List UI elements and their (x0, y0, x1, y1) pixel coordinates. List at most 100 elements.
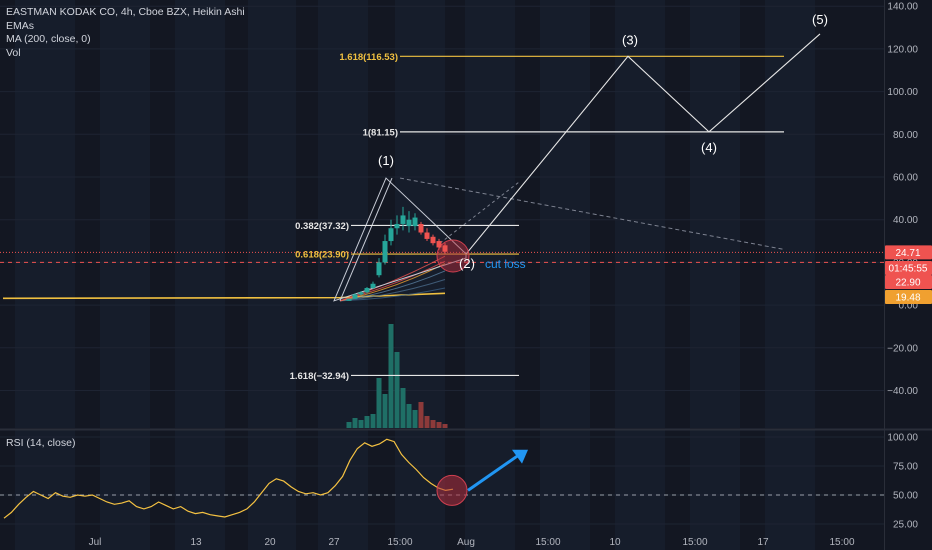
candle-layer (346, 206, 448, 301)
volume-bar (358, 420, 364, 428)
volume-bar (442, 424, 448, 428)
drawings-layer[interactable] (0, 33, 884, 377)
fib-level-label: 0.382(37.32) (295, 221, 349, 232)
price-tick-label: −40.00 (887, 386, 918, 397)
time-tick-label: 17 (757, 537, 769, 548)
price-tag-bg (885, 275, 932, 289)
session-band (765, 0, 815, 428)
volume-bar (376, 378, 382, 428)
time-tick-label: 13 (190, 537, 202, 548)
volume-bar (430, 420, 436, 428)
symbol-title[interactable]: EASTMAN KODAK CO, 4h, Cboe BZX, Heikin A… (6, 6, 245, 18)
rsi-tick-label: 100.00 (887, 433, 918, 444)
time-tick-label: 27 (328, 537, 340, 548)
time-tick-label: Jul (89, 537, 102, 548)
session-band (248, 0, 296, 428)
time-tick-label: 15:00 (387, 537, 412, 548)
candle-body (352, 294, 358, 299)
volume-bar (400, 388, 406, 428)
session-band (615, 0, 665, 428)
session-band (540, 0, 590, 428)
session-band (248, 430, 296, 550)
fib-level-label: 1(81.15) (363, 127, 398, 138)
fib-level-label: 0.618(23.90) (295, 250, 349, 261)
session-band (100, 0, 150, 428)
volume-bar (424, 416, 430, 428)
rsi-arrow-shaft (467, 454, 519, 492)
rsi-title[interactable]: RSI (14, close) (6, 437, 76, 449)
volume-bar (418, 402, 424, 428)
indicator-ma200[interactable]: MA (200, close, 0) (6, 33, 91, 45)
session-band (318, 0, 368, 428)
candle-body (430, 236, 436, 244)
fib-level-label: 1.618(116.53) (339, 52, 398, 63)
time-tick-label: 15:00 (829, 537, 854, 548)
session-band (175, 0, 225, 428)
candle-body (370, 283, 376, 289)
volume-bar (364, 416, 370, 428)
ema-line (339, 270, 446, 302)
price-tick-label: 80.00 (893, 130, 918, 141)
candle-body (424, 232, 430, 239)
rsi-tick-label: 25.00 (893, 520, 918, 531)
candle-body (436, 241, 442, 248)
rsi-arrow-head (512, 449, 528, 464)
ema-line (339, 260, 446, 302)
ema-line (339, 287, 446, 302)
session-band (615, 430, 665, 550)
label-layer: 1.618(116.53) 1(81.15) 0.382(37.32) 0.618(2… (290, 12, 828, 382)
indicator-emas[interactable]: EMAs (6, 19, 35, 32)
ema-line (339, 279, 446, 302)
wave-label: (2) (459, 256, 475, 271)
candle-body (400, 215, 406, 224)
ema-line (339, 255, 446, 302)
candle-body (394, 223, 400, 229)
volume-bar (412, 410, 418, 428)
price-tick-label: 60.00 (893, 173, 918, 184)
volume-bar (436, 422, 442, 428)
price-tick-label: 140.00 (887, 2, 918, 13)
candle-body (406, 219, 412, 227)
price-tag-bg (885, 245, 932, 260)
session-band (318, 430, 368, 550)
session-band (15, 0, 75, 428)
session-band (15, 430, 75, 550)
volume-bar (346, 422, 352, 428)
session-band (465, 0, 515, 428)
candle-body (358, 292, 364, 295)
price-tick-label: 100.00 (887, 87, 918, 98)
rsi-tick-label: 50.00 (893, 491, 918, 502)
wave-label: (1) (378, 153, 394, 168)
rsi-layer (0, 438, 884, 519)
price-tag-bg (885, 261, 932, 275)
indicator-volume[interactable]: Vol (6, 46, 21, 59)
time-tick-label: 15:00 (682, 537, 707, 548)
rsi-line (3, 438, 454, 519)
candle-body (346, 298, 352, 301)
session-band (465, 430, 515, 550)
rsi-highlight-circle (436, 474, 468, 506)
price-tick-label: −20.00 (887, 343, 918, 354)
price-tag-label: 01:45:55 (889, 264, 928, 275)
wave-label: (5) (812, 12, 828, 27)
time-tick-label: Aug (457, 537, 475, 548)
candle-body (442, 245, 448, 252)
fib-level-label: 1.618(−32.94) (290, 371, 349, 382)
volume-bar (394, 352, 400, 428)
chart-header: EASTMAN KODAK CO, 4h, Cboe BZX, Heikin A… (6, 6, 245, 60)
price-tag-label: 24.71 (895, 248, 920, 259)
price-tick-label: 120.00 (887, 44, 918, 55)
session-band (690, 430, 740, 550)
rsi-tick-label: 75.00 (893, 462, 918, 473)
candle-body (382, 241, 388, 263)
session-band (100, 430, 150, 550)
candle-body (364, 288, 370, 293)
candle-body (376, 262, 382, 276)
time-tick-label: 20 (264, 537, 276, 548)
time-tick-label: 10 (609, 537, 621, 548)
volume-bar (382, 394, 388, 428)
trendline-dashed (399, 177, 786, 251)
price-tag-label: 22.90 (895, 278, 920, 289)
